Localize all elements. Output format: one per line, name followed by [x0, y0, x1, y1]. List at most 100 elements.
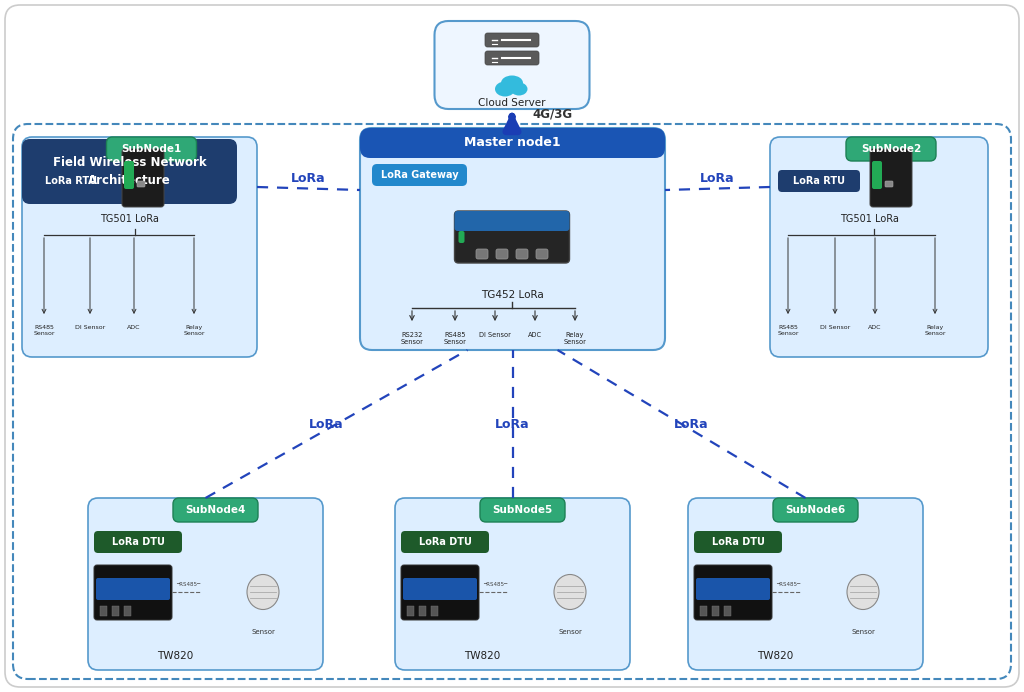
FancyBboxPatch shape [173, 498, 258, 522]
FancyBboxPatch shape [94, 565, 172, 620]
Text: RS485
Sensor: RS485 Sensor [33, 325, 54, 336]
Ellipse shape [847, 574, 879, 610]
FancyBboxPatch shape [360, 128, 665, 158]
FancyBboxPatch shape [696, 578, 770, 600]
Ellipse shape [501, 75, 523, 91]
Text: SubNode1: SubNode1 [122, 144, 181, 154]
FancyBboxPatch shape [360, 128, 665, 350]
Text: RS485
Sensor: RS485 Sensor [443, 332, 467, 345]
FancyBboxPatch shape [455, 211, 569, 263]
Text: ADC: ADC [528, 332, 542, 338]
FancyBboxPatch shape [516, 249, 528, 259]
Text: ADC: ADC [127, 325, 140, 330]
Text: LoRa RTU: LoRa RTU [45, 176, 97, 186]
Text: DI Sensor: DI Sensor [75, 325, 105, 330]
Text: Sensor: Sensor [251, 629, 274, 635]
FancyBboxPatch shape [122, 149, 164, 207]
Ellipse shape [495, 82, 515, 96]
FancyBboxPatch shape [403, 578, 477, 600]
Bar [712, 606, 719, 616]
Text: LoRa Gateway: LoRa Gateway [381, 170, 459, 180]
FancyBboxPatch shape [395, 498, 630, 670]
FancyBboxPatch shape [870, 149, 912, 207]
Text: LoRa: LoRa [700, 172, 735, 185]
Text: Cloud Server: Cloud Server [478, 98, 546, 108]
FancyBboxPatch shape [770, 137, 988, 357]
FancyBboxPatch shape [434, 21, 590, 109]
Text: RS232
Sensor: RS232 Sensor [400, 332, 424, 345]
Text: LoRa: LoRa [309, 417, 344, 430]
Text: ─RS485─: ─RS485─ [776, 583, 800, 588]
Text: ADC: ADC [868, 325, 882, 330]
FancyBboxPatch shape [496, 249, 508, 259]
FancyBboxPatch shape [773, 498, 858, 522]
FancyBboxPatch shape [778, 170, 860, 192]
Bar [100, 606, 106, 616]
Text: Sensor: Sensor [851, 629, 874, 635]
Text: Relay
Sensor: Relay Sensor [183, 325, 205, 336]
Text: LoRa: LoRa [496, 417, 529, 430]
Text: SubNode6: SubNode6 [785, 505, 846, 515]
Ellipse shape [554, 574, 586, 610]
Text: SubNode4: SubNode4 [185, 505, 246, 515]
FancyBboxPatch shape [485, 51, 539, 65]
Text: LoRa DTU: LoRa DTU [712, 537, 765, 547]
FancyBboxPatch shape [88, 498, 323, 670]
FancyBboxPatch shape [22, 139, 237, 204]
Text: Relay
Sensor: Relay Sensor [563, 332, 587, 345]
FancyBboxPatch shape [401, 531, 489, 553]
FancyBboxPatch shape [694, 531, 782, 553]
FancyBboxPatch shape [5, 5, 1019, 687]
Text: DI Sensor: DI Sensor [820, 325, 850, 330]
FancyBboxPatch shape [401, 565, 479, 620]
FancyBboxPatch shape [480, 498, 565, 522]
Bar [407, 606, 414, 616]
FancyBboxPatch shape [455, 211, 569, 231]
FancyBboxPatch shape [885, 181, 893, 187]
Bar [431, 606, 438, 616]
Text: ─RS485─: ─RS485─ [483, 583, 507, 588]
Bar [124, 606, 131, 616]
Text: 4G/3G: 4G/3G [532, 108, 572, 121]
FancyBboxPatch shape [94, 531, 182, 553]
Text: TW820: TW820 [464, 651, 501, 661]
FancyBboxPatch shape [872, 161, 882, 189]
Text: LoRa: LoRa [674, 417, 709, 430]
FancyBboxPatch shape [485, 33, 539, 47]
Text: Master node1: Master node1 [464, 136, 561, 149]
Text: DI Sensor: DI Sensor [479, 332, 511, 338]
Bar [419, 606, 426, 616]
Bar [724, 606, 731, 616]
Text: SubNode5: SubNode5 [493, 505, 553, 515]
FancyBboxPatch shape [476, 249, 488, 259]
Bar [700, 606, 707, 616]
Text: TG501 LoRa: TG501 LoRa [840, 214, 898, 224]
Text: TW820: TW820 [158, 651, 194, 661]
Text: RS485
Sensor: RS485 Sensor [777, 325, 799, 336]
FancyBboxPatch shape [694, 565, 772, 620]
Text: Sensor: Sensor [558, 629, 582, 635]
FancyBboxPatch shape [536, 249, 548, 259]
Text: Field Wireless Network
Architecture: Field Wireless Network Architecture [52, 156, 206, 187]
Text: SubNode2: SubNode2 [861, 144, 922, 154]
Text: LoRa RTU: LoRa RTU [793, 176, 845, 186]
FancyBboxPatch shape [137, 181, 145, 187]
Bar [112, 606, 119, 616]
Text: LoRa DTU: LoRa DTU [419, 537, 471, 547]
Text: TW820: TW820 [758, 651, 794, 661]
Ellipse shape [247, 574, 279, 610]
Ellipse shape [511, 82, 527, 95]
FancyBboxPatch shape [124, 161, 134, 189]
FancyBboxPatch shape [688, 498, 923, 670]
FancyBboxPatch shape [846, 137, 936, 161]
FancyBboxPatch shape [96, 578, 170, 600]
FancyBboxPatch shape [106, 137, 197, 161]
Text: Relay
Sensor: Relay Sensor [925, 325, 946, 336]
Text: TG501 LoRa: TG501 LoRa [100, 214, 159, 224]
Text: TG452 LoRa: TG452 LoRa [480, 290, 544, 300]
Text: LoRa: LoRa [291, 172, 326, 185]
FancyBboxPatch shape [22, 137, 257, 357]
FancyBboxPatch shape [372, 164, 467, 186]
Text: LoRa DTU: LoRa DTU [112, 537, 165, 547]
FancyBboxPatch shape [30, 170, 112, 192]
